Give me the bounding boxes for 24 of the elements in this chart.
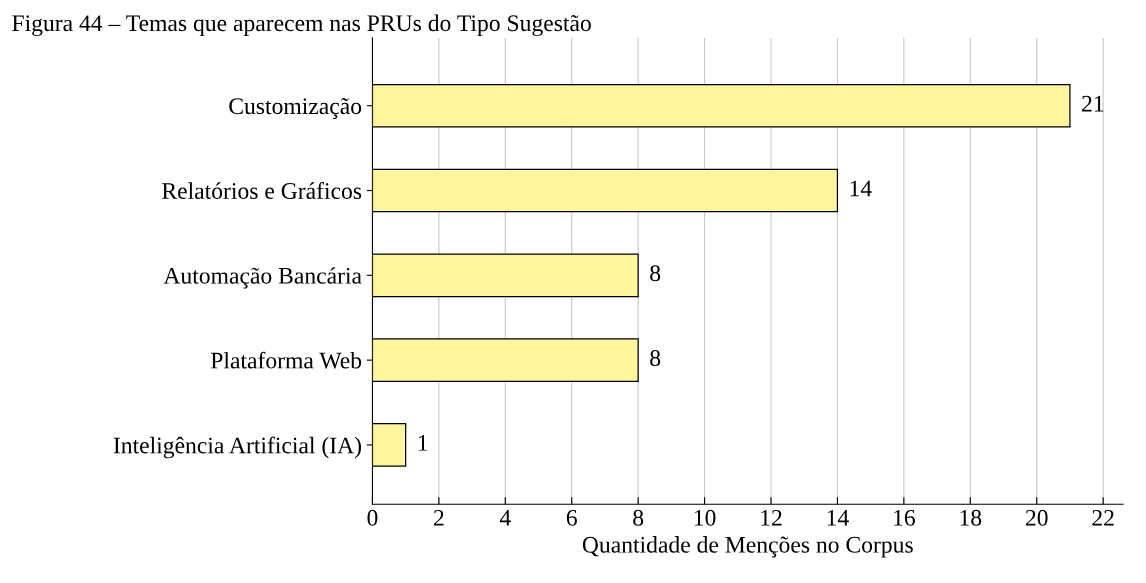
x-tick-label: 18 [960, 509, 982, 526]
x-tick-label: 16 [894, 509, 915, 526]
x-tick-label: 4 [499, 510, 511, 526]
y-tick-label: Customização [229, 98, 362, 119]
x-axis-title: Quantidade de Menções no Corpus [582, 536, 913, 558]
x-tick-label: 0 [367, 509, 378, 526]
x-tick-label: 6 [566, 509, 577, 526]
y-tick-label: Relatórios e Gráficos [162, 182, 362, 199]
data-label: 21 [1082, 95, 1104, 112]
data-label: 8 [650, 350, 661, 367]
chart-title: Figura 44 – Temas que aparecem nas PRUs do Tipo Sugestão [12, 14, 591, 37]
x-tick-label: 20 [1025, 509, 1048, 526]
y-tick-label: Plataforma Web [210, 351, 362, 369]
x-tick-label: 8 [633, 509, 644, 526]
y-tick-label: Automação Bancária [163, 267, 362, 289]
x-tick-label: 2 [434, 509, 444, 526]
x-tick-label: 10 [694, 509, 716, 526]
x-tick-label: 14 [827, 509, 849, 526]
x-tick-label: 22 [1092, 509, 1114, 526]
data-label: 1 [418, 435, 428, 451]
data-label: 8 [650, 265, 661, 282]
data-label: 14 [850, 180, 872, 197]
x-tick-label: 12 [761, 509, 782, 526]
y-tick-label: Inteligência Artificial (IA) [113, 436, 361, 459]
